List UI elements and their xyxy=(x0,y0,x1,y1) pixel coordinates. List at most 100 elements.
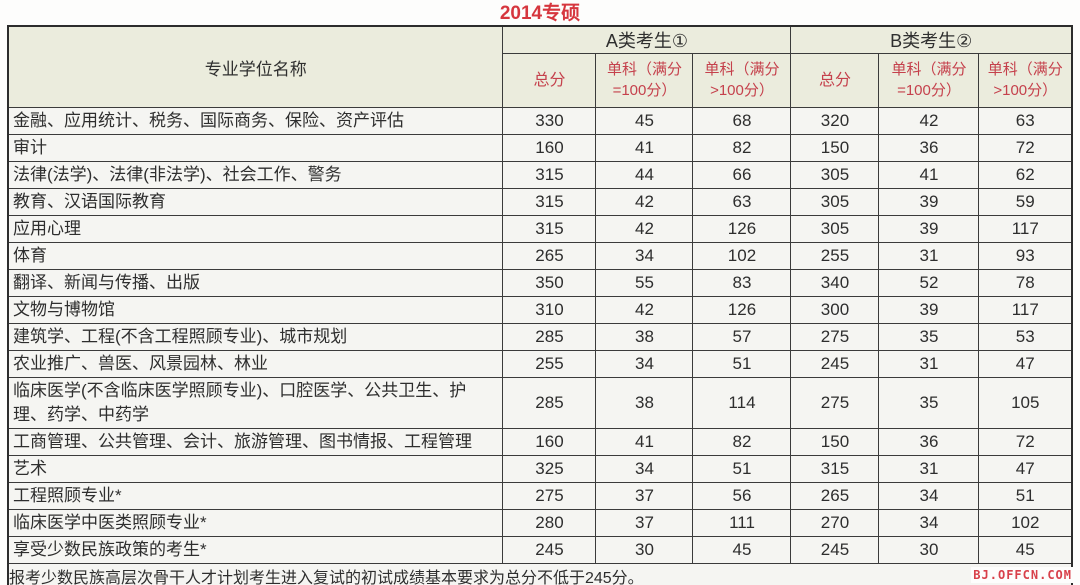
table-header: 专业学位名称 A类考生① B类考生② 总分 单科（满分=100分） 单科（满分>… xyxy=(7,25,1073,108)
table-row: 翻译、新闻与传播、出版 350 55 83 340 52 78 xyxy=(7,269,1073,297)
score-cell: 66 xyxy=(692,161,792,189)
score-cell: 315 xyxy=(502,215,597,243)
degree-name-cell: 工程照顾专业* xyxy=(7,482,504,510)
score-cell: 126 xyxy=(692,215,792,243)
score-cell: 255 xyxy=(790,242,880,270)
score-cell: 285 xyxy=(502,323,597,351)
score-cell: 37 xyxy=(595,482,694,510)
score-cell: 72 xyxy=(978,428,1073,456)
score-cell: 126 xyxy=(692,296,792,324)
score-cell: 285 xyxy=(502,377,597,429)
score-cell: 45 xyxy=(692,536,792,564)
score-cell: 265 xyxy=(790,482,880,510)
degree-name-cell: 金融、应用统计、税务、国际商务、保险、资产评估 xyxy=(7,107,504,135)
column-header-a-total: 总分 xyxy=(502,53,597,108)
degree-name-cell: 体育 xyxy=(7,242,504,270)
score-cell: 93 xyxy=(978,242,1073,270)
table-foot: 报考少数民族高层次骨干人才计划考生进入复试的初试成绩基本要求为总分不低于245分… xyxy=(7,563,1073,585)
score-cell: 56 xyxy=(692,482,792,510)
table-row: 金融、应用统计、税务、国际商务、保险、资产评估 330 45 68 320 42 63 xyxy=(7,107,1073,135)
score-cell: 102 xyxy=(692,242,792,270)
score-cell: 45 xyxy=(595,107,694,135)
score-cell: 39 xyxy=(878,296,980,324)
degree-name-cell: 建筑学、工程(不含工程照顾专业)、城市规划 xyxy=(7,323,504,351)
degree-name-cell: 审计 xyxy=(7,134,504,162)
score-cell: 72 xyxy=(978,134,1073,162)
score-cell: 30 xyxy=(595,536,694,564)
score-cell: 105 xyxy=(978,377,1073,429)
score-cell: 37 xyxy=(595,509,694,537)
score-cell: 55 xyxy=(595,269,694,297)
score-cell: 114 xyxy=(692,377,792,429)
score-cell: 38 xyxy=(595,377,694,429)
degree-name-cell: 应用心理 xyxy=(7,215,504,243)
table-body: 金融、应用统计、税务、国际商务、保险、资产评估 330 45 68 320 42 63 审计 1… xyxy=(7,107,1073,564)
group-header-a: A类考生① xyxy=(502,25,792,54)
score-cell: 53 xyxy=(978,323,1073,351)
page-title: 2014专硕 xyxy=(499,3,581,24)
score-cell: 325 xyxy=(502,455,597,483)
score-cell: 102 xyxy=(978,509,1073,537)
degree-name-cell: 临床医学(不含临床医学照顾专业)、口腔医学、公共卫生、护理、药学、中药学 xyxy=(7,377,504,429)
scores-table: 专业学位名称 A类考生① B类考生② 总分 单科（满分=100分） 单科（满分>… xyxy=(6,25,1074,585)
table-row: 体育 265 34 102 255 31 93 xyxy=(7,242,1073,270)
degree-name-cell: 法律(法学)、法律(非法学)、社会工作、警务 xyxy=(7,161,504,189)
table-row: 工程照顾专业* 275 37 56 265 34 51 xyxy=(7,482,1073,510)
score-cell: 315 xyxy=(790,455,880,483)
score-cell: 83 xyxy=(692,269,792,297)
score-cell: 36 xyxy=(878,134,980,162)
score-cell: 310 xyxy=(502,296,597,324)
score-cell: 275 xyxy=(502,482,597,510)
score-cell: 51 xyxy=(692,455,792,483)
score-cell: 31 xyxy=(878,455,980,483)
degree-name-cell: 临床医学中医类照顾专业* xyxy=(7,509,504,537)
table-row: 临床医学(不含临床医学照顾专业)、口腔医学、公共卫生、护理、药学、中药学 285 3… xyxy=(7,377,1073,429)
score-cell: 315 xyxy=(502,188,597,216)
table-row: 教育、汉语国际教育 315 42 63 305 39 59 xyxy=(7,188,1073,216)
degree-name-cell: 艺术 xyxy=(7,455,504,483)
score-cell: 34 xyxy=(595,350,694,378)
score-cell: 42 xyxy=(595,188,694,216)
score-cell: 330 xyxy=(502,107,597,135)
score-cell: 82 xyxy=(692,134,792,162)
score-cell: 305 xyxy=(790,161,880,189)
score-cell: 42 xyxy=(595,215,694,243)
column-header-a-single-100: 单科（满分=100分） xyxy=(595,53,694,108)
score-cell: 245 xyxy=(790,350,880,378)
score-cell: 51 xyxy=(692,350,792,378)
score-cell: 52 xyxy=(878,269,980,297)
score-cell: 117 xyxy=(978,296,1073,324)
score-cell: 31 xyxy=(878,350,980,378)
score-cell: 47 xyxy=(978,350,1073,378)
score-cell: 150 xyxy=(790,134,880,162)
score-cell: 305 xyxy=(790,215,880,243)
degree-name-cell: 教育、汉语国际教育 xyxy=(7,188,504,216)
score-cell: 305 xyxy=(790,188,880,216)
score-cell: 300 xyxy=(790,296,880,324)
score-cell: 315 xyxy=(502,161,597,189)
score-cell: 350 xyxy=(502,269,597,297)
score-cell: 34 xyxy=(878,509,980,537)
score-cell: 34 xyxy=(595,242,694,270)
score-cell: 265 xyxy=(502,242,597,270)
score-cell: 245 xyxy=(790,536,880,564)
degree-name-cell: 文物与博物馆 xyxy=(7,296,504,324)
degree-name-cell: 农业推广、兽医、风景园林、林业 xyxy=(7,350,504,378)
group-header-b: B类考生② xyxy=(790,25,1073,54)
score-cell: 41 xyxy=(595,428,694,456)
score-cell: 320 xyxy=(790,107,880,135)
score-cell: 38 xyxy=(595,323,694,351)
table-row: 法律(法学)、法律(非法学)、社会工作、警务 315 44 66 305 41 62 xyxy=(7,161,1073,189)
score-cell: 45 xyxy=(978,536,1073,564)
score-cell: 255 xyxy=(502,350,597,378)
score-cell: 34 xyxy=(595,455,694,483)
score-cell: 47 xyxy=(978,455,1073,483)
score-cell: 275 xyxy=(790,377,880,429)
column-header-degree-name: 专业学位名称 xyxy=(7,25,504,108)
score-cell: 59 xyxy=(978,188,1073,216)
score-cell: 35 xyxy=(878,323,980,351)
score-cell: 62 xyxy=(978,161,1073,189)
score-cell: 160 xyxy=(502,134,597,162)
watermark: BJ.OFFCN.COM xyxy=(971,567,1074,583)
